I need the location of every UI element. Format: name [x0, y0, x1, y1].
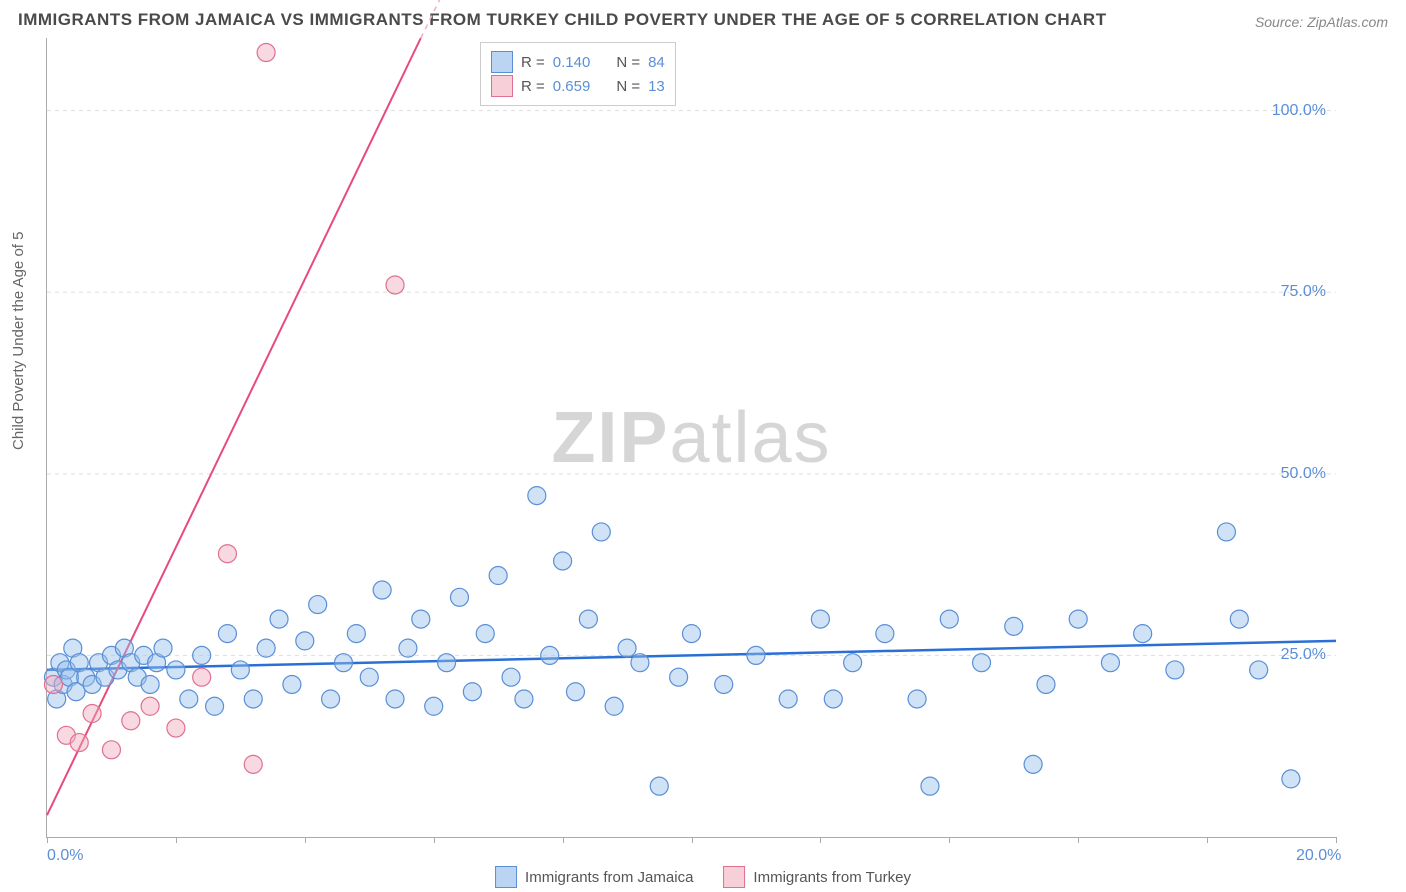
x-tick [1078, 837, 1079, 843]
x-tick [692, 837, 693, 843]
legend-item-turkey: Immigrants from Turkey [723, 866, 911, 888]
plot-area: ZIPatlas 25.0%50.0%75.0%100.0%0.0%20.0% [46, 38, 1336, 838]
chart-title: IMMIGRANTS FROM JAMAICA VS IMMIGRANTS FR… [18, 10, 1107, 30]
swatch-blue-icon [491, 51, 513, 73]
r-value-turkey: 0.659 [553, 78, 591, 95]
r-label: R = [521, 54, 545, 71]
x-tick [47, 837, 48, 843]
y-axis-label: Child Poverty Under the Age of 5 [10, 232, 27, 450]
x-tick [1336, 837, 1337, 843]
x-tick [176, 837, 177, 843]
n-value-jamaica: 84 [648, 54, 665, 71]
correlation-legend: R = 0.140 N = 84 R = 0.659 N = 13 [480, 42, 676, 106]
x-tick [563, 837, 564, 843]
x-tick [1207, 837, 1208, 843]
x-tick [434, 837, 435, 843]
swatch-pink-icon [723, 866, 745, 888]
legend-label-turkey: Immigrants from Turkey [753, 869, 911, 886]
n-value-turkey: 13 [648, 78, 665, 95]
series-legend: Immigrants from Jamaica Immigrants from … [495, 866, 911, 888]
legend-item-jamaica: Immigrants from Jamaica [495, 866, 693, 888]
r-value-jamaica: 0.140 [553, 54, 591, 71]
x-tick [820, 837, 821, 843]
n-label: N = [616, 54, 640, 71]
x-tick-label: 0.0% [47, 847, 83, 865]
source-attribution: Source: ZipAtlas.com [1255, 14, 1388, 30]
plot-svg [47, 38, 1336, 837]
legend-row-jamaica: R = 0.140 N = 84 [491, 51, 665, 73]
y-tick-label: 100.0% [1272, 102, 1326, 120]
y-tick-label: 50.0% [1281, 465, 1326, 483]
n-label-2: N = [616, 78, 640, 95]
x-tick [949, 837, 950, 843]
x-tick-label: 20.0% [1296, 847, 1341, 865]
x-tick [305, 837, 306, 843]
swatch-pink-icon [491, 75, 513, 97]
y-tick-label: 25.0% [1281, 646, 1326, 664]
legend-row-turkey: R = 0.659 N = 13 [491, 75, 665, 97]
y-tick-label: 75.0% [1281, 283, 1326, 301]
legend-label-jamaica: Immigrants from Jamaica [525, 869, 693, 886]
r-label-2: R = [521, 78, 545, 95]
swatch-blue-icon [495, 866, 517, 888]
